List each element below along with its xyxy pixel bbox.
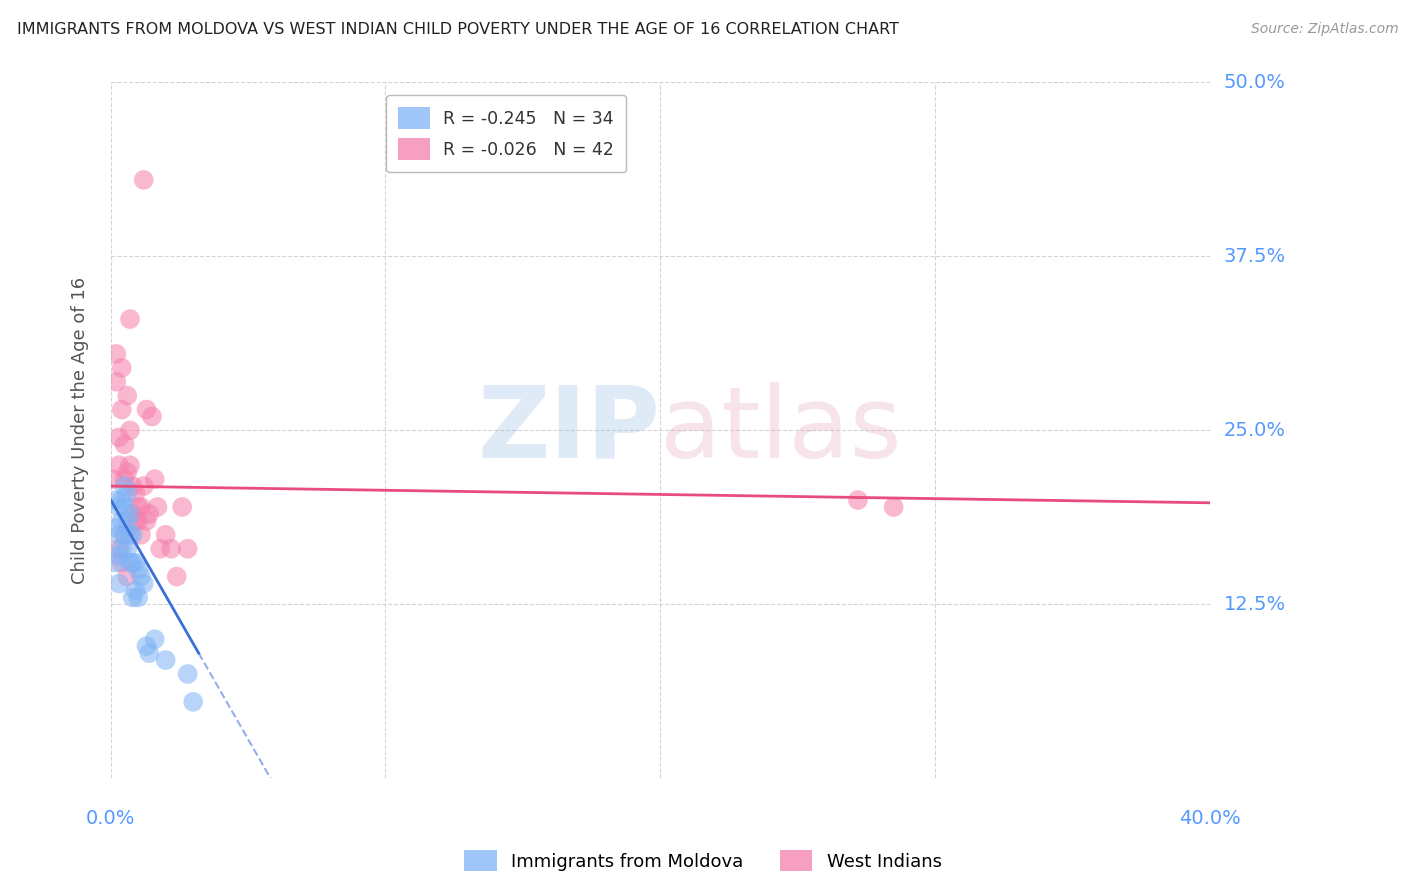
Point [103,472,125,486]
Point [108,528,131,542]
Point [108,458,131,473]
Point [135,402,157,417]
Text: 0.0%: 0.0% [86,809,135,828]
Text: 40.0%: 40.0% [1178,809,1240,828]
Point [127,591,149,605]
Point [117,465,139,479]
Point [121,591,143,605]
Point [118,458,141,473]
Point [124,486,146,500]
Point [111,493,134,508]
Text: IMMIGRANTS FROM MOLDOVA VS WEST INDIAN CHILD POVERTY UNDER THE AGE OF 16 CORRELA: IMMIGRANTS FROM MOLDOVA VS WEST INDIAN C… [17,22,898,37]
Text: 37.5%: 37.5% [1223,247,1285,266]
Legend: Immigrants from Moldova, West Indians: Immigrants from Moldova, West Indians [457,843,949,879]
Y-axis label: Child Poverty Under the Age of 16: Child Poverty Under the Age of 16 [72,277,89,584]
Point [124,556,146,570]
Text: atlas: atlas [661,382,901,479]
Point [166,569,188,583]
Point [118,528,141,542]
Point [105,375,128,389]
Point [155,653,177,667]
Text: Source: ZipAtlas.com: Source: ZipAtlas.com [1251,22,1399,37]
Point [135,514,157,528]
Point [143,472,166,486]
Point [138,646,160,660]
Text: ZIP: ZIP [477,382,661,479]
Point [105,521,128,535]
Point [176,541,198,556]
Point [127,563,149,577]
Point [114,528,136,542]
Text: 25.0%: 25.0% [1223,421,1285,440]
Point [117,541,139,556]
Point [132,173,155,187]
Point [127,500,149,514]
Point [108,541,131,556]
Point [146,500,169,514]
Point [124,514,146,528]
Point [135,639,157,653]
Point [114,528,136,542]
Point [117,486,139,500]
Point [176,667,198,681]
Point [155,528,177,542]
Point [132,479,155,493]
Point [118,507,141,521]
Point [846,493,869,508]
Point [108,500,131,514]
Legend: R = -0.245   N = 34, R = -0.026   N = 42: R = -0.245 N = 34, R = -0.026 N = 42 [387,95,627,172]
Point [160,541,183,556]
Point [118,556,141,570]
Point [114,500,136,514]
Point [141,409,163,424]
Point [172,500,194,514]
Point [121,528,143,542]
Point [114,437,136,451]
Point [108,576,131,591]
Text: 50.0%: 50.0% [1223,73,1285,92]
Point [108,549,131,563]
Text: 12.5%: 12.5% [1223,595,1285,614]
Point [127,514,149,528]
Point [117,389,139,403]
Point [111,556,134,570]
Point [105,556,128,570]
Point [111,360,134,375]
Point [129,569,152,583]
Point [129,500,152,514]
Point [111,541,134,556]
Point [105,347,128,361]
Point [124,583,146,598]
Point [118,424,141,438]
Point [143,632,166,647]
Point [105,493,128,508]
Point [117,514,139,528]
Point [129,528,152,542]
Point [114,472,136,486]
Point [138,507,160,521]
Point [111,402,134,417]
Point [121,507,143,521]
Point [114,479,136,493]
Point [108,430,131,444]
Point [132,576,155,591]
Point [883,500,905,514]
Point [121,556,143,570]
Point [181,695,204,709]
Point [121,479,143,493]
Point [149,541,172,556]
Point [118,312,141,326]
Point [117,569,139,583]
Point [111,514,134,528]
